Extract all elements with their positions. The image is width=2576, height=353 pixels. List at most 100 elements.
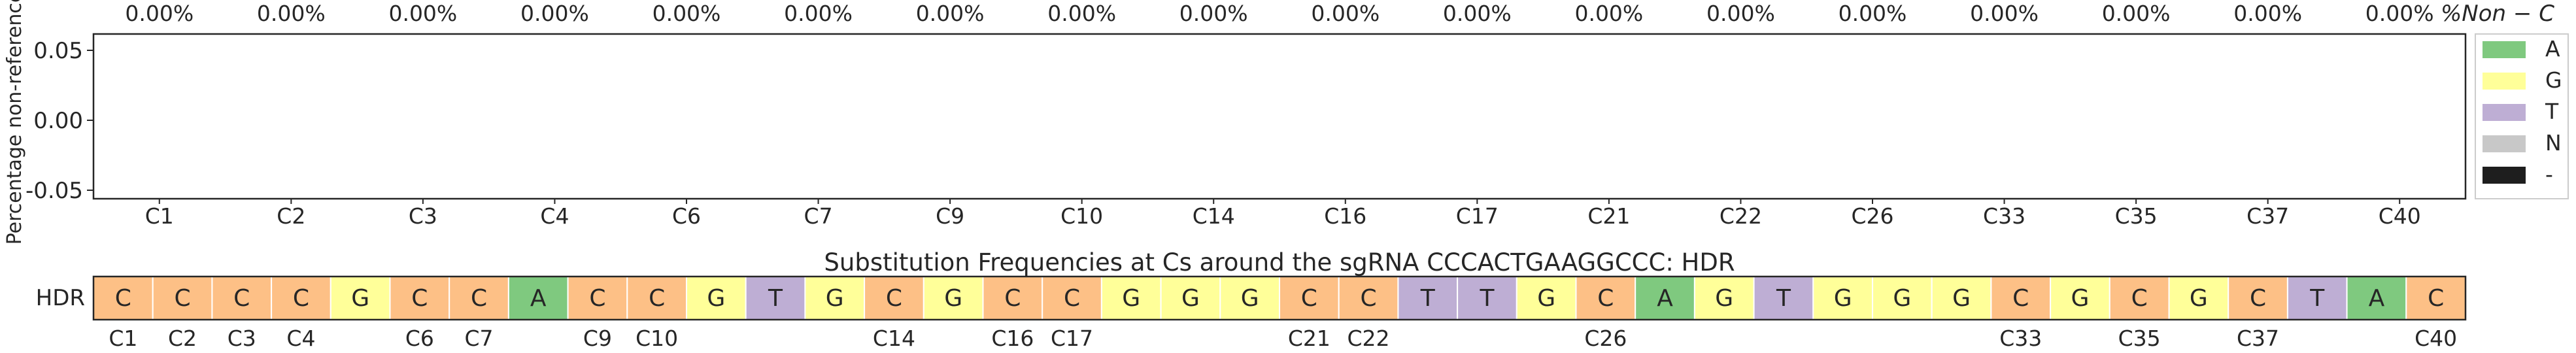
sequence-cell	[2346, 276, 2407, 320]
top-percent-label: 0.00%	[125, 1, 194, 26]
c-position-label: C16	[991, 326, 1034, 351]
sequence-base: C	[411, 285, 428, 312]
c-position-label: C26	[1584, 326, 1627, 351]
y-tick-label: 0.00	[33, 108, 83, 134]
x-tick-label: C16	[1324, 203, 1366, 229]
sequence-base: A	[1657, 285, 1673, 312]
x-tick-label: C4	[540, 203, 569, 229]
legend-label: N	[2545, 130, 2562, 156]
x-tick-label: C10	[1060, 203, 1103, 229]
x-tick-label: C9	[936, 203, 964, 229]
sequence-cell	[2168, 276, 2229, 320]
legend-swatch--	[2483, 167, 2526, 184]
sequence-heatmap: Substitution Frequencies at Cs around th…	[36, 248, 2467, 351]
sequence-base: G	[1181, 285, 1200, 312]
top-percent-label: 0.00%	[1574, 1, 1643, 26]
x-tick-label: C14	[1193, 203, 1235, 229]
top-percent-label: 0.00%	[1179, 1, 1248, 26]
sequence-base: T	[2309, 285, 2325, 312]
sequence-base: C	[2250, 285, 2266, 312]
sequence-base: G	[1952, 285, 1971, 312]
c-position-label: C7	[465, 326, 494, 351]
c-position-label: C22	[1347, 326, 1390, 351]
y-tick-label: -0.05	[25, 178, 83, 204]
x-tick-label: C6	[672, 203, 701, 229]
c-position-label: C9	[583, 326, 612, 351]
y-axis-label: Percentage non-reference	[3, 0, 26, 244]
x-tick-label: C40	[2379, 203, 2421, 229]
c-position-label: C33	[1999, 326, 2042, 351]
legend-swatch-G	[2483, 73, 2526, 90]
sequence-base: C	[471, 285, 487, 312]
top-percent-label: 0.00%	[2102, 1, 2171, 26]
legend-swatch-A	[2483, 41, 2526, 58]
heatmap-frame	[92, 275, 2467, 321]
x-tick-label: C7	[804, 203, 833, 229]
x-tick-label: C22	[1720, 203, 1762, 229]
top-percent-label: 0.00%	[388, 1, 457, 26]
x-tick-label: C3	[409, 203, 437, 229]
sequence-base: G	[826, 285, 844, 312]
sequence-cell	[1516, 276, 1577, 320]
sequence-base: G	[1241, 285, 1259, 312]
sequence-cell	[982, 276, 1043, 320]
sequence-base: C	[2012, 285, 2029, 312]
sequence-base: T	[768, 285, 783, 312]
heatmap-title: Substitution Frequencies at Cs around th…	[824, 248, 1735, 277]
sequence-base: G	[351, 285, 369, 312]
x-tick-label: C2	[277, 203, 305, 229]
x-tick-label: C21	[1587, 203, 1630, 229]
c-position-label: C3	[228, 326, 256, 351]
top-percent-label: 0.00%	[1839, 1, 1907, 26]
heatmap-row-label: HDR	[36, 285, 85, 311]
sequence-base: C	[2428, 285, 2444, 312]
sequence-cell	[804, 276, 866, 320]
legend-label: T	[2545, 99, 2559, 124]
sequence-base: T	[1776, 285, 1791, 312]
sequence-cell	[864, 276, 924, 320]
x-tick-label: C1	[145, 203, 174, 229]
c-position-label: C6	[405, 326, 434, 351]
c-position-label: C4	[286, 326, 315, 351]
sequence-cell	[1397, 276, 1459, 320]
top-percent-label: 0.00%	[2233, 1, 2302, 26]
legend-swatch-N	[2483, 135, 2526, 152]
c-position-label: C10	[636, 326, 678, 351]
legend-label: A	[2545, 36, 2560, 61]
sequence-base: G	[1893, 285, 1911, 312]
top-percent-label: 0.00%	[1443, 1, 1512, 26]
sequence-base: G	[1537, 285, 1555, 312]
sequence-base: G	[2071, 285, 2089, 312]
top-percent-labels: 0.00% 0.00% 0.00% 0.00% 0.00% 0.00% 0.00% 0.00%…	[125, 1, 2433, 26]
sequence-base: C	[174, 285, 190, 312]
sequence-base: C	[1360, 285, 1376, 312]
top-percent-label: 0.00%	[916, 1, 985, 26]
sequence-cell	[2050, 276, 2110, 320]
sequence-base: T	[1420, 285, 1436, 312]
c-position-label: C37	[2237, 326, 2279, 351]
sequence-base: G	[707, 285, 725, 312]
sequence-base: G	[1834, 285, 1852, 312]
sequence-base: C	[1004, 285, 1021, 312]
sequence-base: C	[1064, 285, 1080, 312]
sequence-base: C	[1597, 285, 1614, 312]
c-position-label: C14	[873, 326, 915, 351]
legend-swatch-T	[2483, 104, 2526, 121]
bar-chart: 0.00% 0.00% 0.00% 0.00% 0.00% 0.00% 0.00% 0.00%…	[3, 0, 2554, 244]
sequence-cell	[271, 276, 331, 320]
sequence-base: C	[233, 285, 250, 312]
sequence-cell	[1338, 276, 1399, 320]
top-percent-label: 0.00%	[1047, 1, 1116, 26]
sequence-cell	[1160, 276, 1221, 320]
c-position-label: C2	[168, 326, 197, 351]
c-position-label: C35	[2118, 326, 2161, 351]
sequence-base: C	[115, 285, 131, 312]
top-percent-label: 0.00%	[520, 1, 589, 26]
sequence-base: G	[944, 285, 962, 312]
x-tick-label: C17	[1456, 203, 1499, 229]
sequence-base: C	[1301, 285, 1317, 312]
top-percent-label: 0.00%	[1970, 1, 2039, 26]
c-position-label: C40	[2415, 326, 2457, 351]
